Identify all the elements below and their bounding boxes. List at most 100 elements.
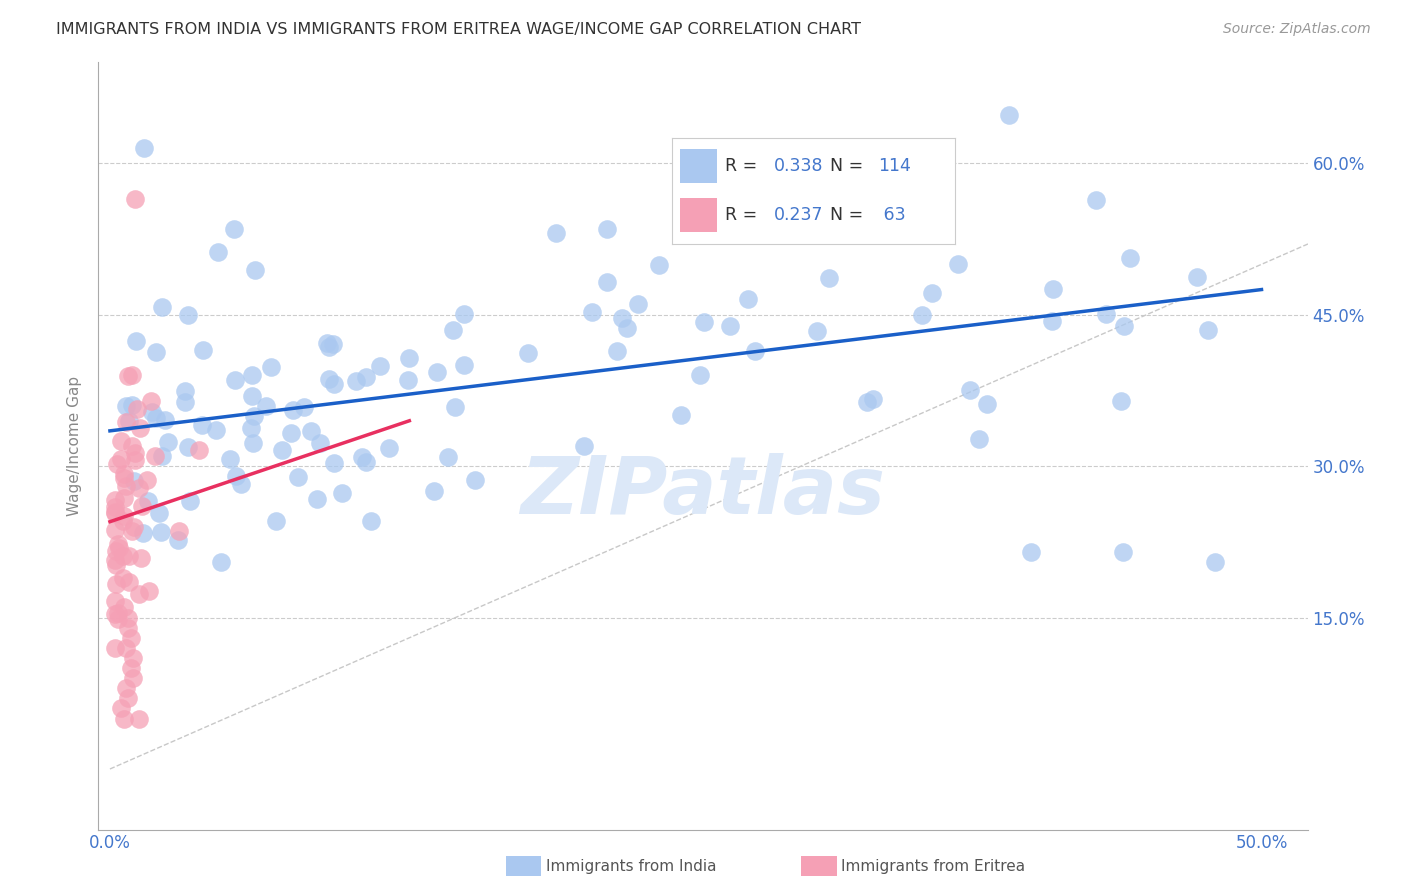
Point <box>222 222 245 236</box>
Point <box>112 471 135 485</box>
Y-axis label: Wage/Income Gap: Wage/Income Gap <box>67 376 83 516</box>
Point <box>737 292 759 306</box>
Point <box>209 556 232 570</box>
Point <box>177 308 200 322</box>
Point <box>423 484 446 499</box>
Point <box>115 640 138 655</box>
Point <box>1095 308 1118 322</box>
Point <box>132 525 155 540</box>
Point <box>318 372 340 386</box>
Point <box>105 577 128 591</box>
Point <box>270 442 292 457</box>
Text: 0.338: 0.338 <box>773 157 823 175</box>
Point <box>117 621 139 635</box>
Point <box>105 544 128 558</box>
Point <box>669 408 692 422</box>
Point <box>105 457 128 471</box>
Point <box>112 600 135 615</box>
Point <box>946 257 969 271</box>
Point <box>616 321 638 335</box>
Point <box>107 541 129 555</box>
Point <box>718 318 741 333</box>
Point <box>1204 555 1226 569</box>
Point <box>596 221 619 235</box>
Point <box>190 418 212 433</box>
Point <box>806 324 828 338</box>
Point <box>322 336 344 351</box>
Point <box>254 400 277 414</box>
Point <box>818 270 841 285</box>
Point <box>122 520 145 534</box>
Point <box>110 452 132 467</box>
Point <box>967 432 990 446</box>
Point <box>354 370 377 384</box>
Point <box>292 400 315 414</box>
Point <box>103 607 125 622</box>
Point <box>368 359 391 374</box>
Point <box>516 346 538 360</box>
Point <box>959 383 981 397</box>
Point <box>287 469 309 483</box>
Point <box>207 244 229 259</box>
Point <box>245 263 267 277</box>
Point <box>689 368 711 383</box>
Point <box>167 524 190 538</box>
Point <box>862 392 884 406</box>
Point <box>998 108 1021 122</box>
Point <box>110 434 132 449</box>
Text: 0.237: 0.237 <box>773 205 823 224</box>
Point <box>129 421 152 435</box>
Point <box>299 424 322 438</box>
Point <box>1112 319 1135 334</box>
Point <box>316 335 339 350</box>
Point <box>1118 252 1140 266</box>
Text: R =: R = <box>725 157 763 175</box>
Point <box>125 334 148 348</box>
Point <box>581 305 603 319</box>
Point <box>134 141 156 155</box>
Point <box>167 533 190 547</box>
Point <box>121 368 143 382</box>
Point <box>129 550 152 565</box>
Point <box>855 395 877 409</box>
Point <box>107 606 129 620</box>
Point <box>112 571 135 585</box>
Point <box>131 500 153 514</box>
Point <box>229 477 252 491</box>
Point <box>150 300 173 314</box>
Point <box>352 450 374 464</box>
Point <box>1085 193 1108 207</box>
Point <box>120 661 142 675</box>
Point <box>103 505 125 519</box>
Point <box>218 452 240 467</box>
Point <box>309 436 332 450</box>
Point <box>107 612 129 626</box>
Point <box>1042 282 1064 296</box>
Point <box>307 491 329 506</box>
Point <box>280 425 302 440</box>
Point <box>112 491 135 506</box>
Point <box>344 374 367 388</box>
Text: ZIPatlas: ZIPatlas <box>520 453 886 531</box>
Point <box>360 514 382 528</box>
Point <box>103 493 125 508</box>
Point <box>124 192 146 206</box>
Point <box>118 414 141 428</box>
Point <box>398 351 420 366</box>
Point <box>205 423 228 437</box>
Point <box>125 401 148 416</box>
Point <box>115 415 138 429</box>
Point <box>110 701 132 715</box>
Point <box>103 523 125 537</box>
Point <box>136 473 159 487</box>
Point <box>378 441 401 455</box>
Point <box>112 549 135 563</box>
Point <box>693 315 716 329</box>
Point <box>1185 269 1208 284</box>
Point <box>124 446 146 460</box>
Point <box>121 439 143 453</box>
Point <box>141 405 163 419</box>
Point <box>128 712 150 726</box>
Point <box>283 403 305 417</box>
Point <box>107 537 129 551</box>
